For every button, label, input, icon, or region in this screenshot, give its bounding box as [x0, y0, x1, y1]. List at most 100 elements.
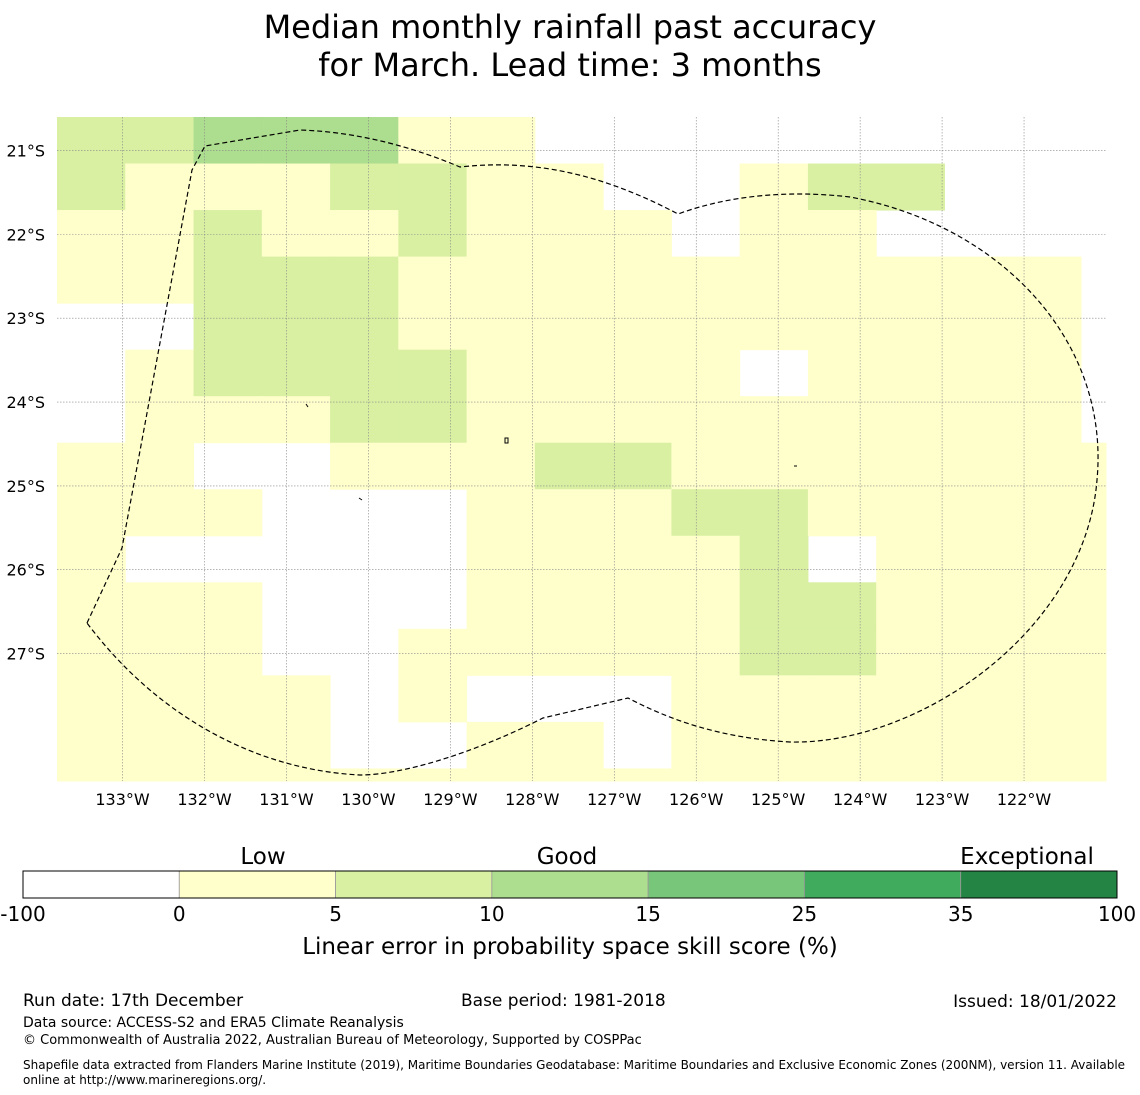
graticule — [57, 117, 1106, 781]
grid-cell — [739, 535, 809, 583]
grid-cell — [125, 349, 195, 397]
grid-cell — [261, 349, 331, 397]
grid-cell — [466, 628, 536, 676]
grid-cell — [466, 256, 536, 304]
grid-cell — [671, 303, 741, 351]
grid-cell — [330, 349, 399, 397]
grid-cell — [466, 582, 536, 630]
lat-tick-label: 25°S — [6, 477, 45, 496]
colorbar-segment — [804, 870, 962, 899]
grid-cell — [671, 675, 741, 723]
grid-cell — [193, 582, 263, 630]
grid-cell — [57, 535, 126, 583]
grid-cell — [261, 117, 331, 165]
lat-tick-label: 27°S — [6, 645, 45, 664]
grid-cell — [876, 442, 945, 490]
grid-cell — [671, 582, 741, 630]
grid-cell — [739, 768, 809, 782]
grid-cell — [534, 582, 604, 630]
grid-cell — [603, 582, 672, 630]
grid-cell — [876, 303, 945, 351]
grid-cell — [603, 442, 672, 490]
grid-cell — [534, 535, 604, 583]
grid-cell — [603, 210, 672, 258]
grid-cell — [261, 256, 331, 304]
grid-cell — [739, 628, 809, 676]
grid-cell — [876, 582, 945, 630]
grid-cell — [671, 721, 741, 769]
lon-tick-label: 133°W — [95, 790, 150, 809]
grid-cell — [193, 675, 263, 723]
grid-cell — [193, 163, 263, 211]
grid-cell — [739, 675, 809, 723]
grid-cell — [1081, 535, 1107, 583]
grid-cell — [603, 628, 672, 676]
colorbar-segment — [178, 870, 336, 899]
base-period: Base period: 1981-2018 — [461, 991, 666, 1011]
grid-cell — [261, 721, 331, 769]
grid-cell — [193, 721, 263, 769]
grid-cell — [807, 675, 877, 723]
grid-cell — [466, 442, 536, 490]
grid-cell — [57, 768, 126, 782]
lon-tick-label: 127°W — [587, 790, 642, 809]
grid-cell — [261, 768, 331, 782]
grid-cell — [671, 442, 741, 490]
colorbar-tick-label: 15 — [635, 902, 660, 926]
grid-cell — [57, 163, 126, 211]
grid-cell — [125, 163, 195, 211]
grid-cell — [57, 210, 126, 258]
copyright: © Commonwealth of Australia 2022, Austra… — [23, 1033, 642, 1048]
grid-cell — [57, 489, 126, 537]
shapefile-line-1: Shapefile data extracted from Flanders M… — [23, 1058, 1126, 1072]
shapefile-line-2: online at http://www.marineregions.org/. — [23, 1073, 267, 1087]
grid-cell — [739, 163, 809, 211]
grid-cell — [534, 210, 604, 258]
grid-cell — [57, 582, 126, 630]
colorbar: -100 0 5 10 15 25 35 100 Low Good Exceptional Linea… — [0, 844, 1136, 960]
grid-cell — [398, 396, 468, 444]
grid-cell — [193, 256, 263, 304]
grid-cell — [1012, 489, 1082, 537]
grid-cell — [193, 489, 263, 537]
grid-cell — [1012, 303, 1082, 351]
grid-cell — [466, 210, 536, 258]
grid-cell — [193, 396, 263, 444]
grid-cell — [398, 163, 468, 211]
grid-cell — [534, 163, 604, 211]
lon-tick-label: 122°W — [997, 790, 1052, 809]
grid-cell — [261, 396, 331, 444]
grid-cell — [807, 396, 877, 444]
grid-cell — [125, 675, 195, 723]
grid-cell — [944, 628, 1014, 676]
grid-cell — [671, 628, 741, 676]
colorbar-axis-label: Linear error in probability space skill … — [302, 934, 838, 960]
grid-cell — [534, 489, 604, 537]
grid-cell — [466, 535, 536, 583]
grid-cell — [876, 721, 945, 769]
grid-cell — [466, 721, 536, 769]
grid-cell — [807, 582, 877, 630]
lat-tick-label: 22°S — [6, 225, 45, 244]
grid-cell — [603, 256, 672, 304]
grid-cell — [466, 117, 536, 165]
grid-cell — [876, 349, 945, 397]
grid-cell — [807, 349, 877, 397]
grid-cell — [1012, 396, 1082, 444]
run-date: Run date: 17th December — [23, 991, 244, 1011]
grid-cell — [739, 303, 809, 351]
grid-cell — [876, 535, 945, 583]
grid-cell — [1012, 349, 1082, 397]
grid-cell — [534, 768, 604, 782]
grid-cell — [57, 256, 126, 304]
grid-cell — [876, 628, 945, 676]
grid-cell — [261, 303, 331, 351]
grid-cell — [330, 117, 399, 165]
grid-cell — [807, 303, 877, 351]
grid-cell — [671, 396, 741, 444]
grid-cell — [1081, 628, 1107, 676]
grid-cell — [193, 768, 263, 782]
grid-cell — [398, 210, 468, 258]
grid-cell — [125, 768, 195, 782]
